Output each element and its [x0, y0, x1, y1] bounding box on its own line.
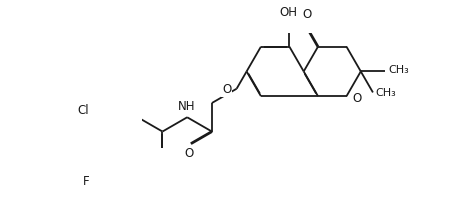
Text: O: O	[184, 148, 193, 161]
Text: CH₃: CH₃	[376, 88, 397, 98]
Text: O: O	[352, 92, 362, 106]
Text: Cl: Cl	[78, 104, 89, 117]
Text: O: O	[302, 8, 311, 21]
Text: OH: OH	[280, 6, 298, 19]
Text: NH: NH	[177, 100, 195, 113]
Text: CH₃: CH₃	[388, 66, 409, 75]
Text: O: O	[222, 83, 231, 96]
Text: F: F	[82, 175, 89, 188]
